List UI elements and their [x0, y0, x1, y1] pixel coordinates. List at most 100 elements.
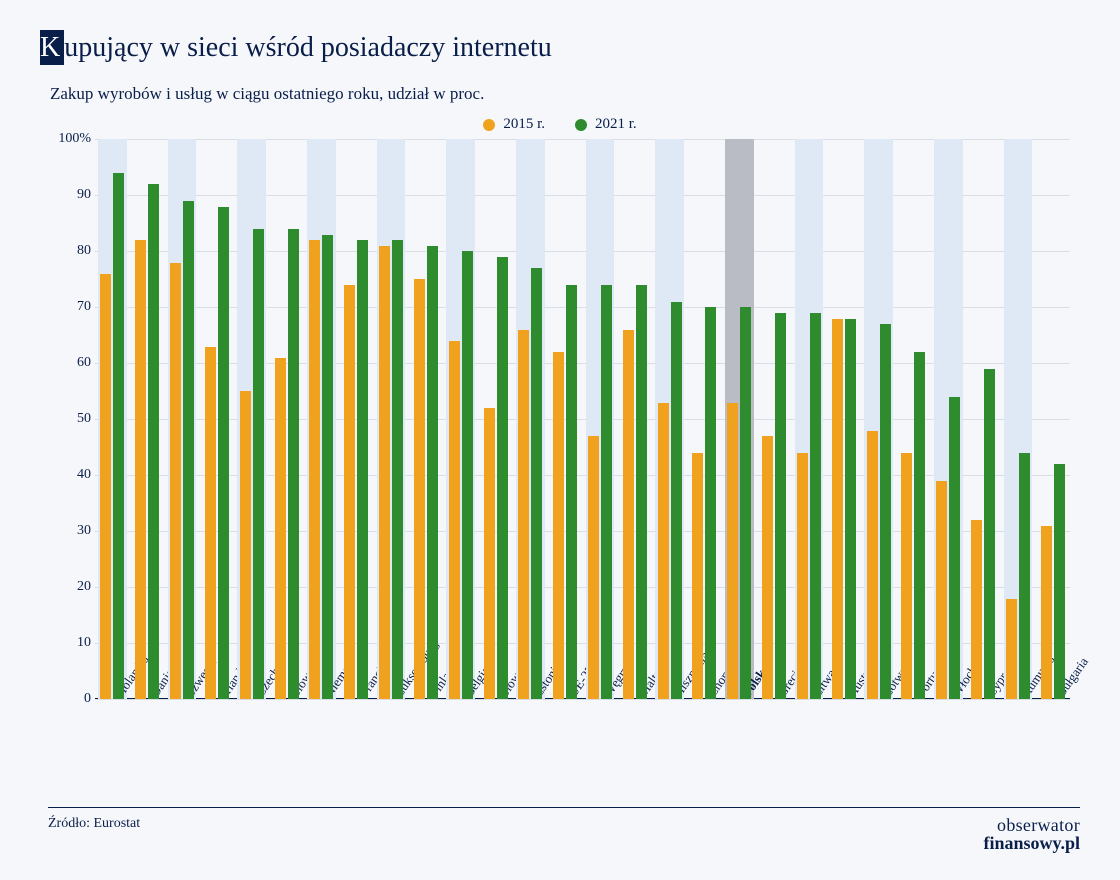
legend-dot-2015 [483, 119, 495, 131]
bar-2015 [309, 240, 320, 699]
bar-2021 [740, 307, 751, 699]
y-axis-label: 80 [53, 243, 91, 259]
bar-2015 [971, 520, 982, 699]
bar-group: Słowacja [269, 139, 304, 699]
bar-2015 [936, 481, 947, 699]
bar-2015 [135, 240, 146, 699]
bar-2015 [379, 246, 390, 700]
bar-2015 [553, 352, 564, 699]
bar-group: Irlandia [199, 139, 234, 699]
title-row: Kupujący w sieci wśród posiadaczy intern… [40, 30, 1080, 66]
bar-2015 [1041, 526, 1052, 700]
bar-2021 [1054, 464, 1065, 699]
bar-2021 [462, 251, 473, 699]
legend-item-2021: 2021 r. [575, 116, 637, 133]
bar-group: UE-27 [548, 139, 583, 699]
bar-group: Grecja [757, 139, 792, 699]
bar-group: Estonia [513, 139, 548, 699]
y-axis-label: 60 [53, 355, 91, 371]
bar-2015 [449, 341, 460, 699]
bar-2021 [392, 240, 403, 699]
bar-2021 [705, 307, 716, 699]
bar-2015 [797, 453, 808, 699]
bar-group: Belgia [443, 139, 478, 699]
bar-2021 [671, 302, 682, 700]
legend: 2015 r. 2021 r. [40, 116, 1080, 133]
bar-group: Hiszpania [652, 139, 687, 699]
footer: Źródło: Eurostat obserwator finansowy.pl [48, 807, 1080, 852]
bar-2015 [692, 453, 703, 699]
bar-2015 [832, 319, 843, 700]
bar-group: Portugalia [896, 139, 931, 699]
bar-2021 [253, 229, 264, 699]
bar-2021 [949, 397, 960, 699]
bar-2015 [867, 431, 878, 700]
legend-label-2015: 2015 r. [503, 116, 545, 133]
bar-2021 [497, 257, 508, 699]
bar-2015 [414, 279, 425, 699]
bar-2015 [727, 403, 738, 700]
y-axis-label: 20 [53, 579, 91, 595]
bar-group: Niemcy [304, 139, 339, 699]
bar-group: Cypr [966, 139, 1001, 699]
title-first-letter: K [40, 30, 64, 65]
bar-group: Finlandia [408, 139, 443, 699]
bar-2021 [183, 201, 194, 699]
bar-2015 [658, 403, 669, 700]
bars-area: HolandiaDaniaSzwecjaIrlandiaCzechySłowac… [95, 139, 1070, 699]
bar-group: Polska [722, 139, 757, 699]
bar-2021 [288, 229, 299, 699]
bar-2021 [113, 173, 124, 699]
bar-group: Austria [826, 139, 861, 699]
bar-group: Dania [130, 139, 165, 699]
chart-title: Kupujący w sieci wśród posiadaczy intern… [40, 30, 552, 66]
bar-2021 [531, 268, 542, 699]
bar-2021 [601, 285, 612, 699]
chart-subtitle: Zakup wyrobów i usług w ciągu ostatniego… [50, 84, 1080, 104]
y-axis-label: 70 [53, 299, 91, 315]
bar-2021 [566, 285, 577, 699]
bar-2021 [775, 313, 786, 699]
bar-2021 [636, 285, 647, 699]
bar-2021 [845, 319, 856, 700]
bar-2021 [322, 235, 333, 700]
gridline [95, 699, 1070, 700]
bar-2021 [427, 246, 438, 700]
bar-2015 [1006, 599, 1017, 700]
bar-2021 [218, 207, 229, 700]
y-axis-label: 50 [53, 411, 91, 427]
bar-2021 [810, 313, 821, 699]
bar-2021 [148, 184, 159, 699]
bar-group: Szwecja [165, 139, 200, 699]
bar-2015 [588, 436, 599, 699]
bar-2021 [1019, 453, 1030, 699]
source-text: Źródło: Eurostat [48, 816, 140, 832]
bar-group: Francja [339, 139, 374, 699]
legend-dot-2021 [575, 119, 587, 131]
bar-group: Chorwacja [687, 139, 722, 699]
legend-item-2015: 2015 r. [483, 116, 545, 133]
y-axis-label: 90 [53, 187, 91, 203]
bar-group: Węgry [583, 139, 618, 699]
bar-2021 [984, 369, 995, 699]
bar-2015 [170, 263, 181, 700]
bar-2015 [100, 274, 111, 700]
y-axis-label: 0 [53, 691, 91, 707]
bar-2021 [880, 324, 891, 699]
bar-2015 [275, 358, 286, 700]
bar-group: Słowenia [478, 139, 513, 699]
bar-group: Włochy [931, 139, 966, 699]
legend-label-2021: 2021 r. [595, 116, 637, 133]
bar-2015 [762, 436, 773, 699]
bar-group: Litwa [792, 139, 827, 699]
bar-2015 [518, 330, 529, 700]
chart-container: Kupujący w sieci wśród posiadaczy intern… [0, 0, 1120, 880]
bar-group: Bułgaria [1035, 139, 1070, 699]
bar-group: Czechy [234, 139, 269, 699]
bar-2021 [357, 240, 368, 699]
y-axis-label: 40 [53, 467, 91, 483]
y-axis-label: 10 [53, 635, 91, 651]
bar-group: Holandia [95, 139, 130, 699]
bar-2021 [914, 352, 925, 699]
title-rest: upujący w sieci wśród posiadaczy interne… [64, 32, 552, 63]
